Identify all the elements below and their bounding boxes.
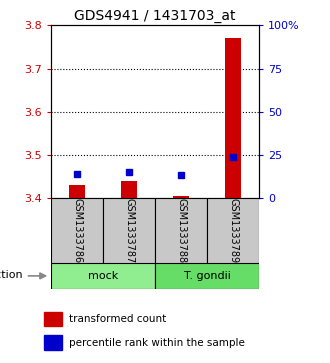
Bar <box>44 312 62 326</box>
Bar <box>121 181 137 198</box>
Bar <box>69 185 85 198</box>
Text: GSM1333789: GSM1333789 <box>228 198 238 263</box>
Text: GSM1333786: GSM1333786 <box>72 198 82 263</box>
Text: transformed count: transformed count <box>70 314 167 324</box>
Bar <box>155 198 207 263</box>
Bar <box>155 263 259 289</box>
Bar <box>51 263 155 289</box>
Text: T. gondii: T. gondii <box>183 271 231 281</box>
Bar <box>225 38 241 198</box>
Text: mock: mock <box>88 271 118 281</box>
Text: infection: infection <box>0 270 23 280</box>
Bar <box>207 198 259 263</box>
Text: GSM1333788: GSM1333788 <box>176 198 186 263</box>
Text: percentile rank within the sample: percentile rank within the sample <box>70 338 245 347</box>
Bar <box>103 198 155 263</box>
Title: GDS4941 / 1431703_at: GDS4941 / 1431703_at <box>74 9 236 23</box>
Bar <box>44 335 62 350</box>
Bar <box>173 196 189 198</box>
Text: GSM1333787: GSM1333787 <box>124 198 134 263</box>
Bar <box>51 198 103 263</box>
